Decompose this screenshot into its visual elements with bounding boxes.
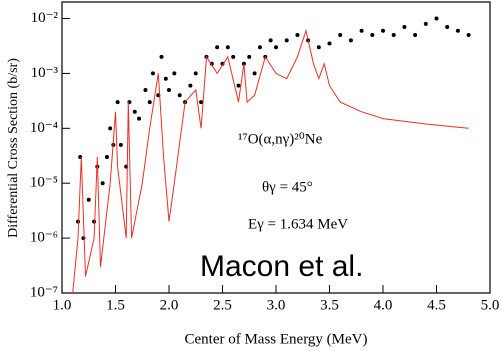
data-point xyxy=(236,83,241,88)
author-annotation: Macon et al. xyxy=(200,250,363,283)
data-point xyxy=(295,33,300,38)
data-point xyxy=(370,33,375,38)
data-point xyxy=(348,38,353,43)
data-point xyxy=(143,87,148,92)
y-tick-label: 10⁻² xyxy=(31,10,59,26)
data-point xyxy=(81,236,86,241)
data-point xyxy=(199,100,204,105)
y-tick-label: 10⁻⁷ xyxy=(30,284,58,300)
data-point xyxy=(132,109,137,114)
data-point xyxy=(423,21,428,26)
data-point xyxy=(316,45,321,50)
y-tick-label: 10⁻⁵ xyxy=(30,175,58,191)
data-point xyxy=(177,93,182,98)
x-tick-label: 5.0 xyxy=(481,297,500,313)
x-tick-label: 4.5 xyxy=(427,297,446,313)
energy-annotation: Eγ = 1.634 MeV xyxy=(248,216,348,232)
data-point xyxy=(104,155,109,160)
data-point xyxy=(76,219,81,224)
data-point xyxy=(338,33,343,38)
x-tick-label: 3.0 xyxy=(267,297,286,313)
data-point xyxy=(86,197,91,202)
data-point xyxy=(274,45,278,50)
data-point xyxy=(137,116,142,121)
data-point xyxy=(381,28,385,33)
x-tick-label: 2.5 xyxy=(213,297,232,313)
x-tick-label: 2.0 xyxy=(160,297,179,313)
x-tick-label: 1.0 xyxy=(53,297,72,313)
data-point xyxy=(159,54,164,59)
data-point xyxy=(118,142,123,147)
data-point xyxy=(231,54,236,59)
x-tick-label: 4.0 xyxy=(374,297,393,313)
data-point xyxy=(257,45,262,50)
y-tick-label: 10⁻⁶ xyxy=(30,230,58,246)
x-tick-label: 3.5 xyxy=(320,297,339,313)
data-point xyxy=(163,76,168,81)
fit-line xyxy=(72,28,469,294)
data-point xyxy=(413,33,418,38)
data-point xyxy=(327,41,332,46)
data-point xyxy=(167,87,171,92)
data-point xyxy=(466,33,471,38)
reaction-annotation: ¹⁷O(α,nγ)²⁰Ne xyxy=(238,131,323,147)
data-point xyxy=(193,71,198,76)
y-tick-label: 10⁻⁴ xyxy=(30,120,58,136)
data-point xyxy=(247,54,252,59)
data-point xyxy=(445,25,450,30)
data-point xyxy=(108,126,113,131)
data-point xyxy=(100,181,105,186)
y-axis-label: Differential Cross Section (b/sr) xyxy=(6,58,21,238)
data-point xyxy=(115,100,120,105)
x-tick-label: 1.5 xyxy=(106,297,125,313)
data-point xyxy=(252,71,257,76)
data-point xyxy=(172,71,177,76)
data-point xyxy=(391,33,396,38)
data-point xyxy=(215,45,220,50)
data-point xyxy=(92,219,97,224)
y-tick-label: 10⁻³ xyxy=(31,65,59,81)
data-point xyxy=(147,100,152,105)
data-point xyxy=(268,38,273,43)
angle-annotation: θγ = 45° xyxy=(262,179,313,195)
data-point xyxy=(359,28,364,33)
x-axis-label: Center of Mass Energy (MeV) xyxy=(184,331,367,347)
data-point xyxy=(284,38,289,43)
data-point xyxy=(188,83,193,88)
data-point xyxy=(150,71,155,76)
data-point xyxy=(225,45,230,50)
data-point xyxy=(434,16,439,21)
data-point xyxy=(402,25,407,30)
data-point xyxy=(455,28,460,33)
